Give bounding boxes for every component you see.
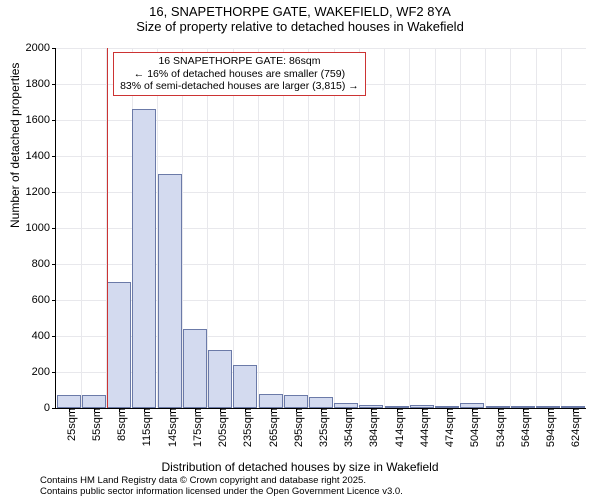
grid-line-v xyxy=(536,48,537,408)
x-tick-label: 85sqm xyxy=(110,408,128,441)
x-tick-label: 175sqm xyxy=(186,408,204,447)
x-tick-label: 235sqm xyxy=(236,408,254,447)
chart-title-block: 16, SNAPETHORPE GATE, WAKEFIELD, WF2 8YA… xyxy=(0,4,600,34)
histogram-bar xyxy=(158,174,182,408)
y-tick-label: 1000 xyxy=(26,222,56,234)
x-tick-label: 414sqm xyxy=(388,408,406,447)
grid-line-v xyxy=(460,48,461,408)
x-tick-label: 265sqm xyxy=(262,408,280,447)
y-tick-label: 400 xyxy=(32,330,56,342)
y-axis-label: Number of detached properties xyxy=(8,63,22,228)
attribution-text: Contains HM Land Registry data © Crown c… xyxy=(40,476,403,498)
grid-line-v xyxy=(510,48,511,408)
x-tick-label: 295sqm xyxy=(287,408,305,447)
grid-line-v xyxy=(435,48,436,408)
histogram-bar xyxy=(183,329,207,408)
x-axis-label: Distribution of detached houses by size … xyxy=(0,460,600,474)
grid-line-v xyxy=(485,48,486,408)
callout-line: 16 SNAPETHORPE GATE: 86sqm xyxy=(120,55,359,68)
histogram-bar xyxy=(536,406,560,408)
grid-line-v xyxy=(283,48,284,408)
grid-line-h xyxy=(56,48,586,49)
histogram-bar xyxy=(410,405,434,408)
x-tick-label: 624sqm xyxy=(564,408,582,447)
x-tick-label: 205sqm xyxy=(211,408,229,447)
grid-line-v xyxy=(561,48,562,408)
histogram-bar xyxy=(259,394,283,408)
callout-line: 83% of semi-detached houses are larger (… xyxy=(120,80,359,93)
histogram-bar xyxy=(82,395,106,408)
histogram-bar xyxy=(511,406,535,408)
x-tick-label: 444sqm xyxy=(413,408,431,447)
y-tick-label: 0 xyxy=(44,402,56,414)
histogram-bar xyxy=(57,395,81,408)
histogram-bar xyxy=(284,395,308,408)
y-tick-label: 1400 xyxy=(26,150,56,162)
grid-line-v xyxy=(334,48,335,408)
property-size-histogram: 16, SNAPETHORPE GATE, WAKEFIELD, WF2 8YA… xyxy=(0,0,600,500)
y-tick-label: 200 xyxy=(32,366,56,378)
callout-line: ← 16% of detached houses are smaller (75… xyxy=(120,68,359,81)
x-tick-label: 594sqm xyxy=(539,408,557,447)
x-tick-label: 504sqm xyxy=(463,408,481,447)
x-tick-label: 474sqm xyxy=(438,408,456,447)
grid-line-v xyxy=(384,48,385,408)
histogram-bar xyxy=(460,403,484,408)
x-tick-label: 115sqm xyxy=(135,408,153,446)
y-tick-label: 1200 xyxy=(26,186,56,198)
x-tick-label: 325sqm xyxy=(312,408,330,447)
x-tick-label: 55sqm xyxy=(85,408,103,441)
grid-line-v xyxy=(233,48,234,408)
grid-line-v xyxy=(359,48,360,408)
y-tick-label: 1600 xyxy=(26,114,56,126)
histogram-bar xyxy=(233,365,257,408)
x-tick-label: 354sqm xyxy=(337,408,355,447)
histogram-bar xyxy=(334,403,358,408)
x-tick-label: 564sqm xyxy=(514,408,532,447)
grid-line-v xyxy=(409,48,410,408)
chart-title-subtitle: Size of property relative to detached ho… xyxy=(0,19,600,34)
histogram-bar xyxy=(132,109,156,408)
y-tick-label: 1800 xyxy=(26,78,56,90)
histogram-bar xyxy=(309,397,333,408)
attribution-line2: Contains public sector information licen… xyxy=(40,487,403,498)
grid-line-v xyxy=(308,48,309,408)
property-callout: 16 SNAPETHORPE GATE: 86sqm← 16% of detac… xyxy=(113,52,366,96)
histogram-bar xyxy=(359,405,383,408)
x-tick-label: 25sqm xyxy=(60,408,78,441)
plot-area: 020040060080010001200140016001800200025s… xyxy=(55,48,586,409)
histogram-bar xyxy=(486,406,510,408)
grid-line-v xyxy=(258,48,259,408)
x-tick-label: 384sqm xyxy=(362,408,380,447)
x-tick-label: 534sqm xyxy=(489,408,507,447)
histogram-bar xyxy=(435,406,459,408)
y-tick-label: 600 xyxy=(32,294,56,306)
chart-title-address: 16, SNAPETHORPE GATE, WAKEFIELD, WF2 8YA xyxy=(0,4,600,19)
histogram-bar xyxy=(208,350,232,408)
x-tick-label: 145sqm xyxy=(161,408,179,447)
y-tick-label: 800 xyxy=(32,258,56,270)
y-tick-label: 2000 xyxy=(26,42,56,54)
histogram-bar xyxy=(107,282,131,408)
property-marker-line xyxy=(107,48,108,408)
histogram-bar xyxy=(561,406,585,408)
histogram-bar xyxy=(385,406,409,408)
grid-line-v xyxy=(81,48,82,408)
